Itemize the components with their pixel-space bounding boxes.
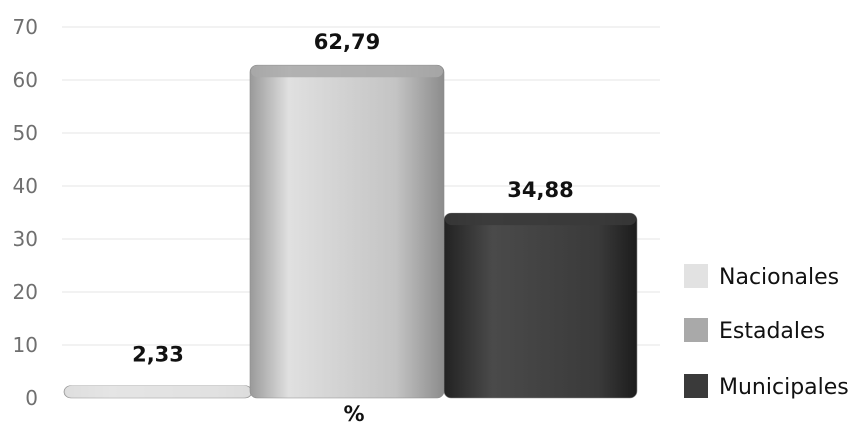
- y-tick-label: 60: [13, 68, 38, 92]
- legend-label-estadales: Estadales: [719, 319, 825, 344]
- y-axis-ticks: 0 10 20 30 40 50 60 70: [13, 15, 38, 410]
- legend-swatch-estadales: [684, 318, 708, 342]
- y-tick-label: 30: [13, 227, 38, 251]
- data-labels: 2,33 62,79 34,88: [132, 30, 574, 366]
- data-label-estadales: 62,79: [314, 30, 380, 54]
- y-tick-label: 10: [13, 333, 38, 357]
- legend-label-nacionales: Nacionales: [719, 265, 839, 290]
- x-axis-label: %: [343, 402, 364, 425]
- data-label-municipales: 34,88: [507, 178, 573, 202]
- bar-municipales: [443, 212, 638, 399]
- bar-estadales: [249, 64, 445, 399]
- data-label-nacionales: 2,33: [132, 343, 184, 367]
- bar-top-estadales: [251, 65, 443, 78]
- bar-top-municipales: [445, 213, 636, 226]
- y-tick-label: 20: [13, 280, 38, 304]
- legend: Nacionales Estadales Municipales: [684, 264, 849, 400]
- y-tick-label: 0: [25, 386, 38, 410]
- legend-swatch-municipales: [684, 374, 708, 398]
- bar-top-nacionales: [65, 385, 251, 398]
- y-tick-label: 50: [13, 121, 38, 145]
- bars: [63, 64, 638, 399]
- y-tick-label: 40: [13, 174, 38, 198]
- legend-swatch-nacionales: [684, 264, 708, 288]
- y-tick-label: 70: [13, 15, 38, 39]
- legend-label-municipales: Municipales: [719, 375, 849, 400]
